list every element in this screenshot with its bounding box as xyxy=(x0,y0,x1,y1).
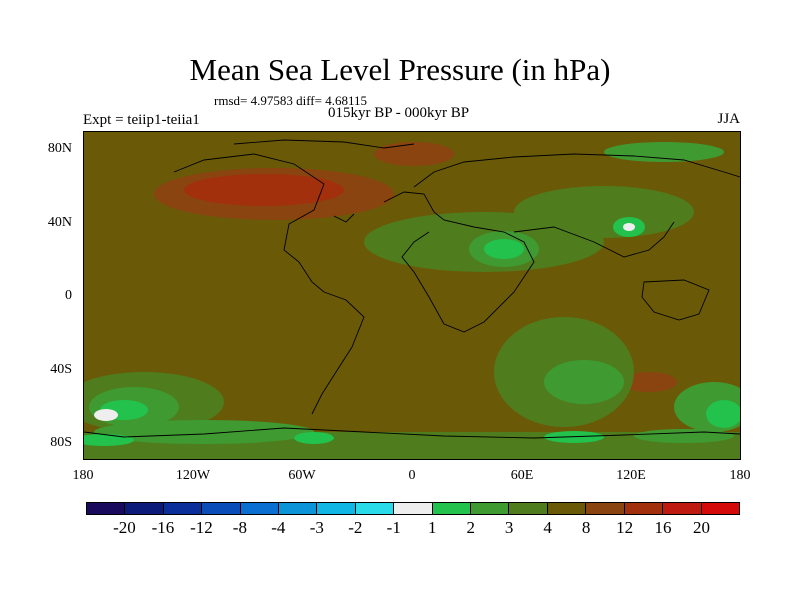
colorbar-label: -1 xyxy=(386,518,401,537)
lat-label: 80N xyxy=(47,141,72,156)
colorbar-label: 4 xyxy=(543,518,552,537)
coastlines xyxy=(84,139,740,439)
colorbar-swatch xyxy=(240,503,280,514)
colorbar xyxy=(86,502,740,515)
colorbar-swatch xyxy=(125,503,164,514)
colorbar-swatch xyxy=(202,503,241,514)
colorbar-label: 2 xyxy=(466,518,475,537)
colorbar-swatch xyxy=(586,503,625,514)
lon-label: 120E xyxy=(616,468,646,483)
colorbar-swatch xyxy=(547,503,587,514)
colorbar-swatch xyxy=(701,503,739,514)
colorbar-swatch xyxy=(279,503,318,514)
lon-label: 60E xyxy=(510,468,534,483)
high-anomaly-regions xyxy=(154,142,677,392)
colorbar-label: 3 xyxy=(504,518,514,537)
lat-label: 0 xyxy=(65,288,72,303)
colorbar-swatch xyxy=(317,503,356,514)
lon-label: 60W xyxy=(288,468,316,483)
colorbar-label: 1 xyxy=(427,518,437,537)
colorbar-label: -4 xyxy=(271,518,286,537)
low-anomaly-regions xyxy=(84,142,740,459)
colorbar-swatch xyxy=(394,503,433,514)
colorbar-label: -8 xyxy=(232,518,247,537)
colorbar-label: 16 xyxy=(654,518,672,537)
lon-label: 120W xyxy=(175,468,211,483)
lat-label: 40N xyxy=(47,215,72,230)
colorbar-label: 20 xyxy=(693,518,711,537)
colorbar-swatch xyxy=(163,503,203,514)
pressure-anomaly-map xyxy=(83,131,741,460)
colorbar-swatch xyxy=(471,503,510,514)
season-label: JJA xyxy=(717,111,740,127)
colorbar-swatch xyxy=(663,503,702,514)
colorbar-swatch xyxy=(509,503,548,514)
colorbar-swatch xyxy=(432,503,472,514)
experiment-label: Expt = teiip1-teiia1 xyxy=(83,112,200,128)
stats-text: rmsd= 4.97583 diff= 4.68115 xyxy=(214,93,367,108)
colorbar-label: -12 xyxy=(190,518,213,537)
lat-label: 40S xyxy=(50,362,72,377)
period-label: 015kyr BP - 000kyr BP xyxy=(328,105,470,121)
lon-label: 180 xyxy=(72,468,94,483)
lat-label: 80S xyxy=(50,435,72,450)
colorbar-swatch xyxy=(87,503,126,514)
colorbar-label: 8 xyxy=(581,518,591,537)
lon-label: 0 xyxy=(408,468,416,483)
colorbar-label: 12 xyxy=(616,518,634,537)
colorbar-swatch xyxy=(355,503,395,514)
colorbar-label: -2 xyxy=(348,518,363,537)
map-title: Mean Sea Level Pressure (in hPa) xyxy=(189,52,611,87)
colorbar-label: -16 xyxy=(151,518,175,537)
lon-label: 180 xyxy=(729,468,751,483)
colorbar-label: -20 xyxy=(113,518,136,537)
colorbar-swatch xyxy=(624,503,664,514)
colorbar-label: -3 xyxy=(309,518,324,537)
